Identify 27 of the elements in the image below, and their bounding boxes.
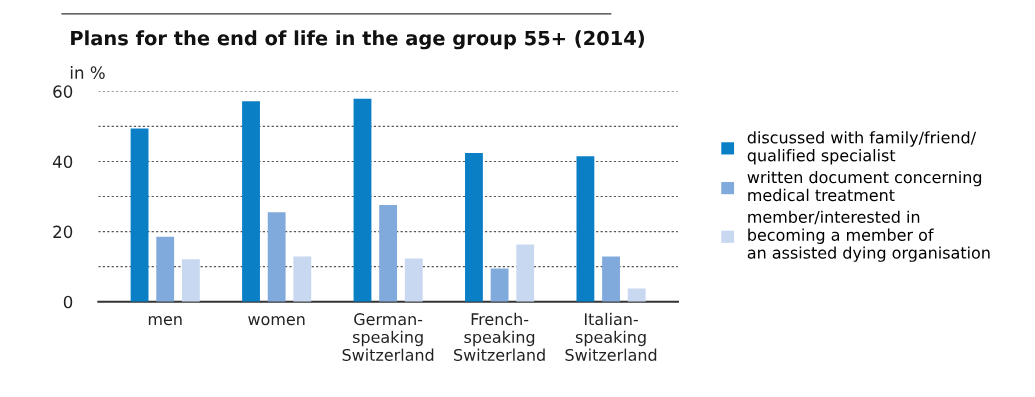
x-tick-label: women [248, 316, 305, 326]
y-axis-title: in % [70, 66, 105, 79]
bar [490, 268, 509, 302]
y-tick-label: 0 [63, 295, 73, 309]
x-tick-label: men [148, 316, 182, 326]
bar [516, 244, 535, 302]
bar [465, 153, 483, 302]
chart-title: Plans for the end of life in the age group 55+ (2014) [71, 30, 644, 50]
bar [576, 156, 595, 302]
x-tick-label: Italian- speaking Switzerland [565, 312, 657, 361]
bar [353, 98, 372, 302]
y-tick-label: 20 [53, 225, 73, 239]
bar [602, 256, 620, 302]
bar [379, 204, 398, 302]
bar [130, 128, 149, 302]
bar [627, 288, 646, 302]
bar [181, 259, 200, 302]
y-tick-label: 60 [53, 85, 73, 98]
x-tick-label: French- speaking Switzerland [454, 312, 545, 361]
y-tick-label: 40 [52, 155, 73, 169]
x-tick-label: German- speaking Switzerland [342, 313, 434, 361]
bar [293, 256, 312, 302]
bar [242, 101, 260, 302]
bar [156, 236, 175, 302]
legend-label: member/interested in becoming a member of an assisted dying organisation [747, 210, 990, 262]
bar [267, 212, 286, 302]
bar [404, 258, 423, 302]
